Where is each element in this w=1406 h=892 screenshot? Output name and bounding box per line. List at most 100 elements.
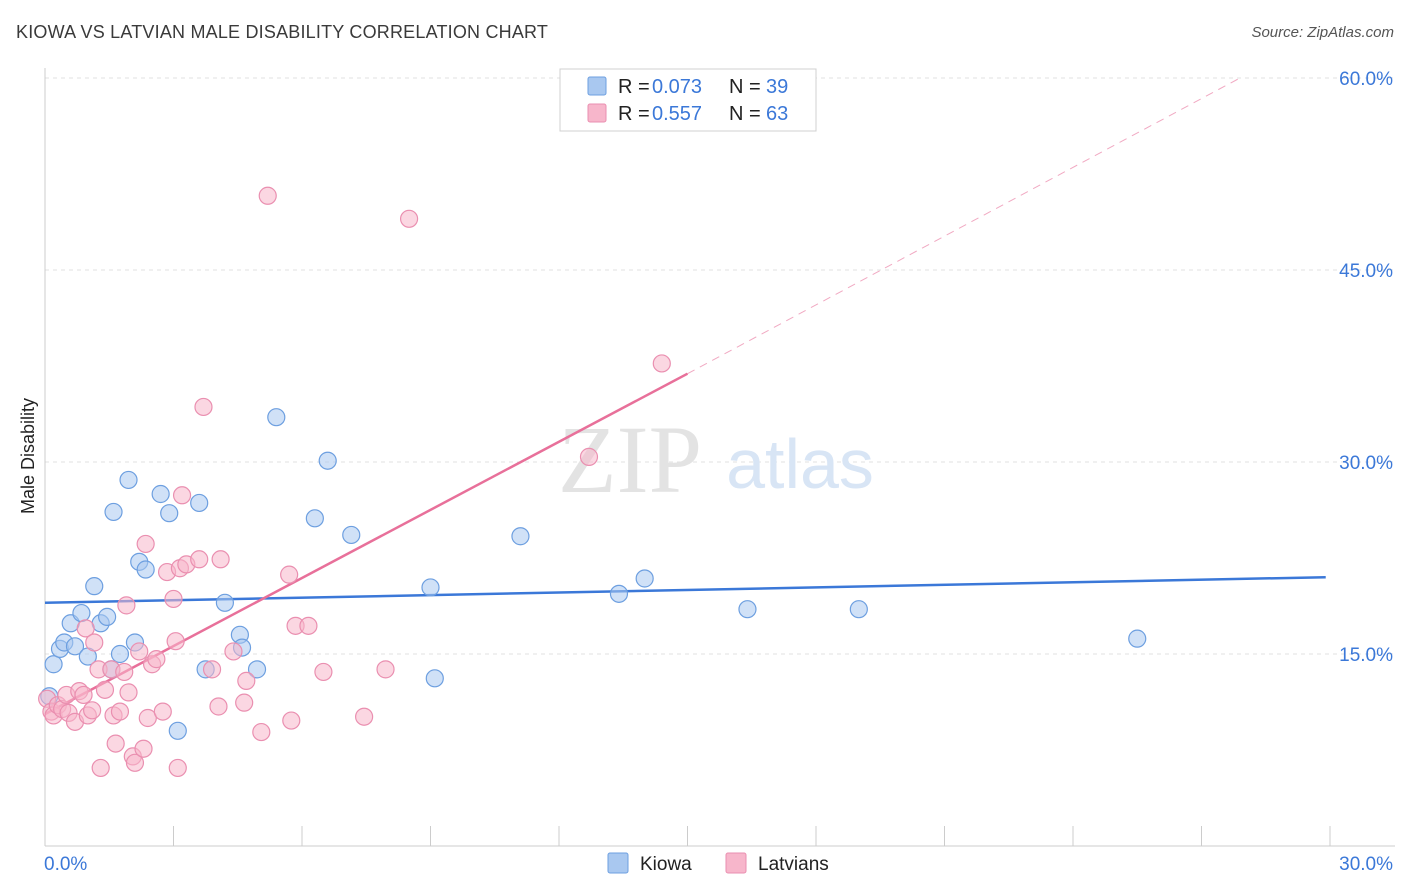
latvians-point — [125, 753, 145, 772]
kiowa-point — [119, 470, 138, 490]
kiowa-point — [98, 607, 117, 626]
y-tick-label: 60.0% — [1339, 69, 1393, 90]
watermark-atlas: atlas — [726, 425, 874, 503]
kiowa-point — [136, 560, 155, 579]
kiowa-point — [267, 408, 286, 427]
bottom-legend-swatch-latvians — [725, 852, 747, 874]
kiowa-point — [85, 577, 104, 596]
latvians-point — [166, 632, 185, 651]
latvians-point — [235, 693, 254, 712]
legend-r-value-latvians: 0.557 — [652, 103, 702, 125]
kiowa-point — [215, 593, 234, 612]
latvians-point — [115, 662, 134, 682]
kiowa-point — [110, 644, 130, 664]
latvians-point — [652, 354, 671, 373]
latvians-point — [138, 708, 157, 728]
legend-box: R = 0.073 N = 39 R = 0.557 N = 63 — [559, 68, 817, 132]
latvians-point — [76, 619, 95, 638]
latvians-point — [209, 697, 228, 716]
latvians-point — [314, 662, 333, 682]
latvians-point — [202, 660, 222, 679]
kiowa-point — [849, 600, 868, 619]
watermark: ZIP atlas — [558, 406, 874, 513]
axes — [44, 68, 1395, 847]
latvians-point — [280, 565, 299, 584]
kiowa-point — [635, 569, 654, 588]
legend-swatch-latvians — [587, 103, 607, 123]
latvians-point — [399, 209, 419, 228]
kiowa-point — [160, 504, 179, 523]
y-axis-label: Male Disability — [18, 398, 38, 514]
latvians-point — [579, 447, 599, 466]
chart-title: KIOWA VS LATVIAN MALE DISABILITY CORRELA… — [16, 22, 549, 42]
kiowa-point — [425, 669, 444, 688]
legend-swatch-kiowa — [587, 76, 607, 96]
latvians-point — [110, 702, 130, 721]
tick-labels: 15.0% 30.0% 45.0% 60.0% 0.0% 30.0% — [44, 69, 1393, 875]
latvians-trend-extension — [687, 77, 1241, 375]
latvians-point — [95, 680, 115, 699]
latvians-point — [252, 722, 271, 742]
trend-lines — [44, 77, 1326, 716]
latvians-point — [153, 702, 172, 721]
legend-n-value-kiowa: 39 — [766, 76, 788, 98]
latvians-point — [134, 739, 153, 758]
kiowa-point — [738, 600, 757, 619]
latvians-point — [211, 550, 230, 569]
legend-n-value-latvians: 63 — [766, 103, 788, 125]
kiowa-point — [1128, 629, 1147, 648]
y-tick-label: 45.0% — [1339, 261, 1393, 282]
latvians-point — [224, 642, 243, 661]
kiowa-point — [421, 578, 440, 597]
kiowa-point — [305, 509, 324, 528]
latvians-point — [85, 633, 104, 652]
kiowa-point — [104, 502, 123, 522]
x-tick-label: 0.0% — [44, 854, 87, 875]
latvians-point — [136, 534, 155, 554]
latvians-point — [172, 486, 192, 505]
latvians-point — [190, 550, 209, 569]
legend-n-label-latvians: N = — [729, 103, 761, 125]
kiowa-point — [168, 721, 187, 740]
latvians-point — [194, 397, 213, 417]
latvians-point — [299, 616, 318, 635]
grid-lines — [45, 77, 1395, 655]
kiowa-point — [65, 637, 85, 656]
latvians-point — [130, 642, 149, 661]
legend-r-value-kiowa: 0.073 — [652, 76, 702, 98]
kiowa-point — [44, 655, 63, 674]
source-label: Source: ZipAtlas.com — [1251, 24, 1394, 41]
kiowa-trend-line — [44, 575, 1326, 605]
latvians-point — [237, 671, 256, 690]
legend-r-label-latvians: R = — [618, 103, 650, 125]
bottom-legend-swatch-kiowa — [607, 852, 629, 874]
latvians-point — [376, 660, 395, 679]
y-tick-label: 30.0% — [1339, 453, 1393, 474]
watermark-zip: ZIP — [558, 406, 702, 513]
latvians-point — [83, 701, 102, 720]
data-points — [38, 186, 1147, 778]
kiowa-point — [190, 493, 209, 513]
latvians-point — [258, 186, 277, 205]
bottom-legend-label-kiowa: Kiowa — [640, 854, 692, 875]
bottom-legend-label-latvians: Latvians — [758, 854, 829, 875]
kiowa-point — [609, 584, 629, 603]
legend-n-label-kiowa: N = — [729, 76, 761, 98]
latvians-point — [91, 758, 110, 778]
latvians-point — [106, 734, 125, 753]
latvians-point — [282, 711, 301, 730]
latvians-point — [168, 758, 187, 778]
kiowa-point — [72, 603, 91, 623]
latvians-point — [164, 589, 183, 609]
legend-r-label-kiowa: R = — [618, 76, 650, 98]
latvians-point — [74, 685, 93, 705]
kiowa-point — [511, 527, 530, 546]
latvians-point — [117, 596, 136, 615]
y-tick-label: 15.0% — [1339, 645, 1393, 666]
x-tick-label: 30.0% — [1339, 854, 1393, 875]
kiowa-point — [318, 451, 337, 470]
kiowa-point — [151, 484, 170, 504]
bottom-legend: Kiowa Latvians — [607, 852, 829, 875]
latvians-point — [119, 683, 138, 702]
